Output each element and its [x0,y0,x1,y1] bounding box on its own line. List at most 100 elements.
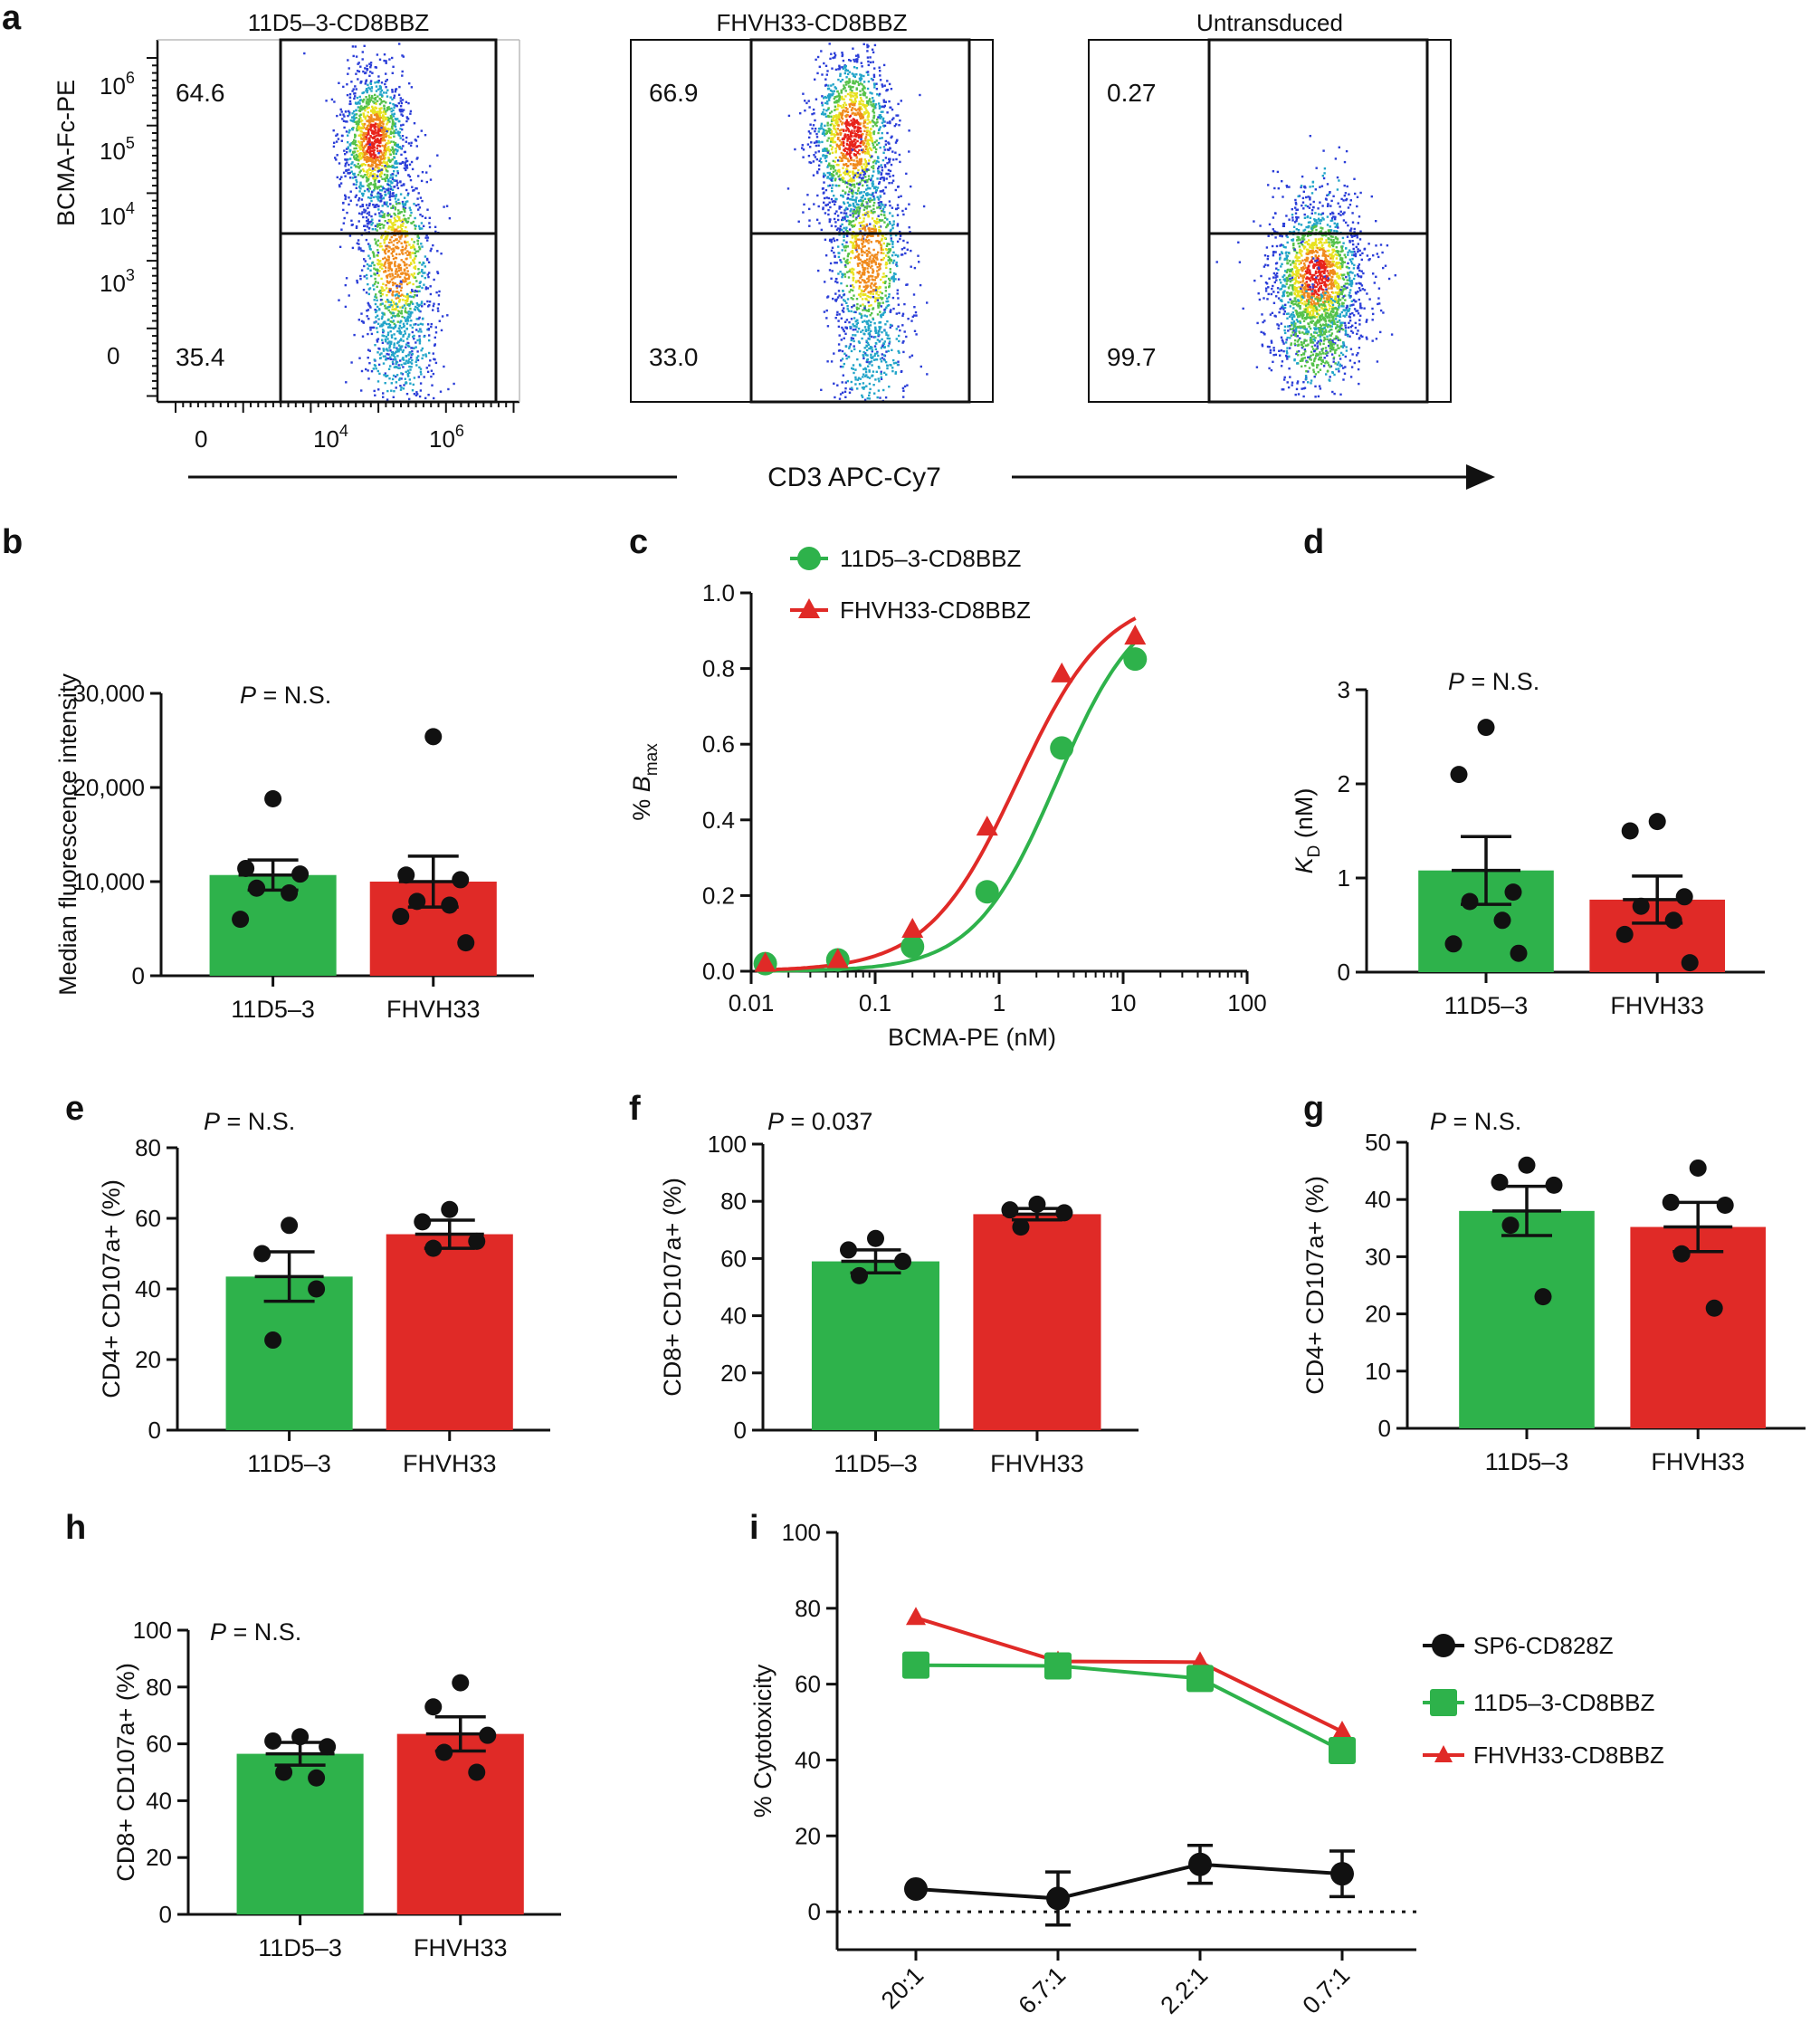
flow-dot [877,215,880,217]
flow-dot [357,153,361,156]
flow-dot [386,121,389,124]
flow-dot [840,91,843,94]
flow-dot [391,181,394,185]
flow-dot [912,293,916,296]
flow-dot [397,350,400,353]
flow-dot [371,94,374,98]
flow-dot [432,352,434,355]
flow-dot [834,151,837,154]
flow-dot [407,359,410,362]
flow-dot [853,286,855,289]
flow-dot [866,322,870,325]
flow-dot [880,173,882,176]
flow-dot [357,118,360,120]
flow-dot [865,224,869,227]
flow-dot [380,151,383,154]
flow-dot [842,67,844,71]
flow-dot [852,279,854,282]
flow-dot [365,131,367,135]
flow-dot [852,81,854,83]
flow-dot [364,224,367,227]
flow-dot [387,250,390,253]
flow-dot [408,397,411,401]
flow-dot [407,342,410,345]
flow-dot [831,151,834,154]
flow-dot [853,205,855,207]
flow-dot [872,82,876,85]
flow-dot [861,396,864,398]
flow-dot [839,259,842,262]
flow-dot [842,140,845,144]
flow-dot [384,177,386,181]
flow-dot [886,252,890,254]
flow-dot [359,169,362,172]
flow-dot [430,247,433,251]
flow-dot [858,228,861,231]
flow-dot [834,149,837,153]
flow-dot [425,367,428,369]
flow-dot [812,160,815,163]
flow-dot [397,327,401,329]
flow-dot [897,254,900,257]
flow-dot [857,238,861,241]
flow-dot [843,257,845,260]
flow-dot [386,374,389,377]
flow-dot [881,248,884,252]
flow-dot [832,92,834,95]
flow-dot [874,103,878,106]
flow-dot [877,297,881,300]
flow-dot [401,293,404,296]
flow-dot [365,238,368,242]
flow-dot [399,137,402,139]
flow-dot [817,205,820,208]
flow-dot [837,343,841,346]
flow-dot [787,114,791,118]
flow-dot [857,327,861,330]
flow-dot [386,274,389,277]
flow-dot [377,308,381,310]
flow-dot [408,163,412,166]
flow-dot [858,183,862,186]
flow-dot [382,187,386,190]
flow-dot [367,98,370,101]
flow-dot [404,204,406,206]
flow-dot [347,146,349,148]
flow-dot [830,115,833,118]
flow-dot [381,329,385,331]
flow-dot [830,138,833,141]
flow-ytick-1e3: 103 [100,266,135,297]
flow-dot [864,148,868,150]
flow-dot [853,153,856,156]
flow-dot [832,159,834,163]
flow-dot [876,266,879,269]
flow-dot [363,114,366,118]
flow-dot [844,107,847,110]
flow-dot [380,317,384,320]
flow-dot [844,212,848,215]
flow-dot [359,183,362,186]
flow-dot [856,151,860,155]
flow-dot [427,275,430,279]
flow-dot [413,266,415,269]
flow-dot [414,291,416,293]
flow-dot [428,364,431,367]
flow-dot [357,106,360,109]
flow-dot [359,118,362,120]
flow-dot [398,85,401,89]
flow-dot [861,260,863,263]
flow-dot [900,195,902,197]
flow-dot [395,228,398,231]
flow-dot [371,141,374,144]
flow-dot [859,174,862,177]
flow-dot [368,187,371,190]
flow-dot [377,205,380,208]
flow-dot [405,200,407,204]
flow-dot [890,259,892,262]
flow-dot [872,279,874,282]
flow-dot [894,253,897,256]
flow-dot [824,124,826,128]
flow-dot [418,339,422,343]
flow-dot [849,105,852,108]
flow-dot [388,305,391,309]
flow-dot [359,154,362,157]
